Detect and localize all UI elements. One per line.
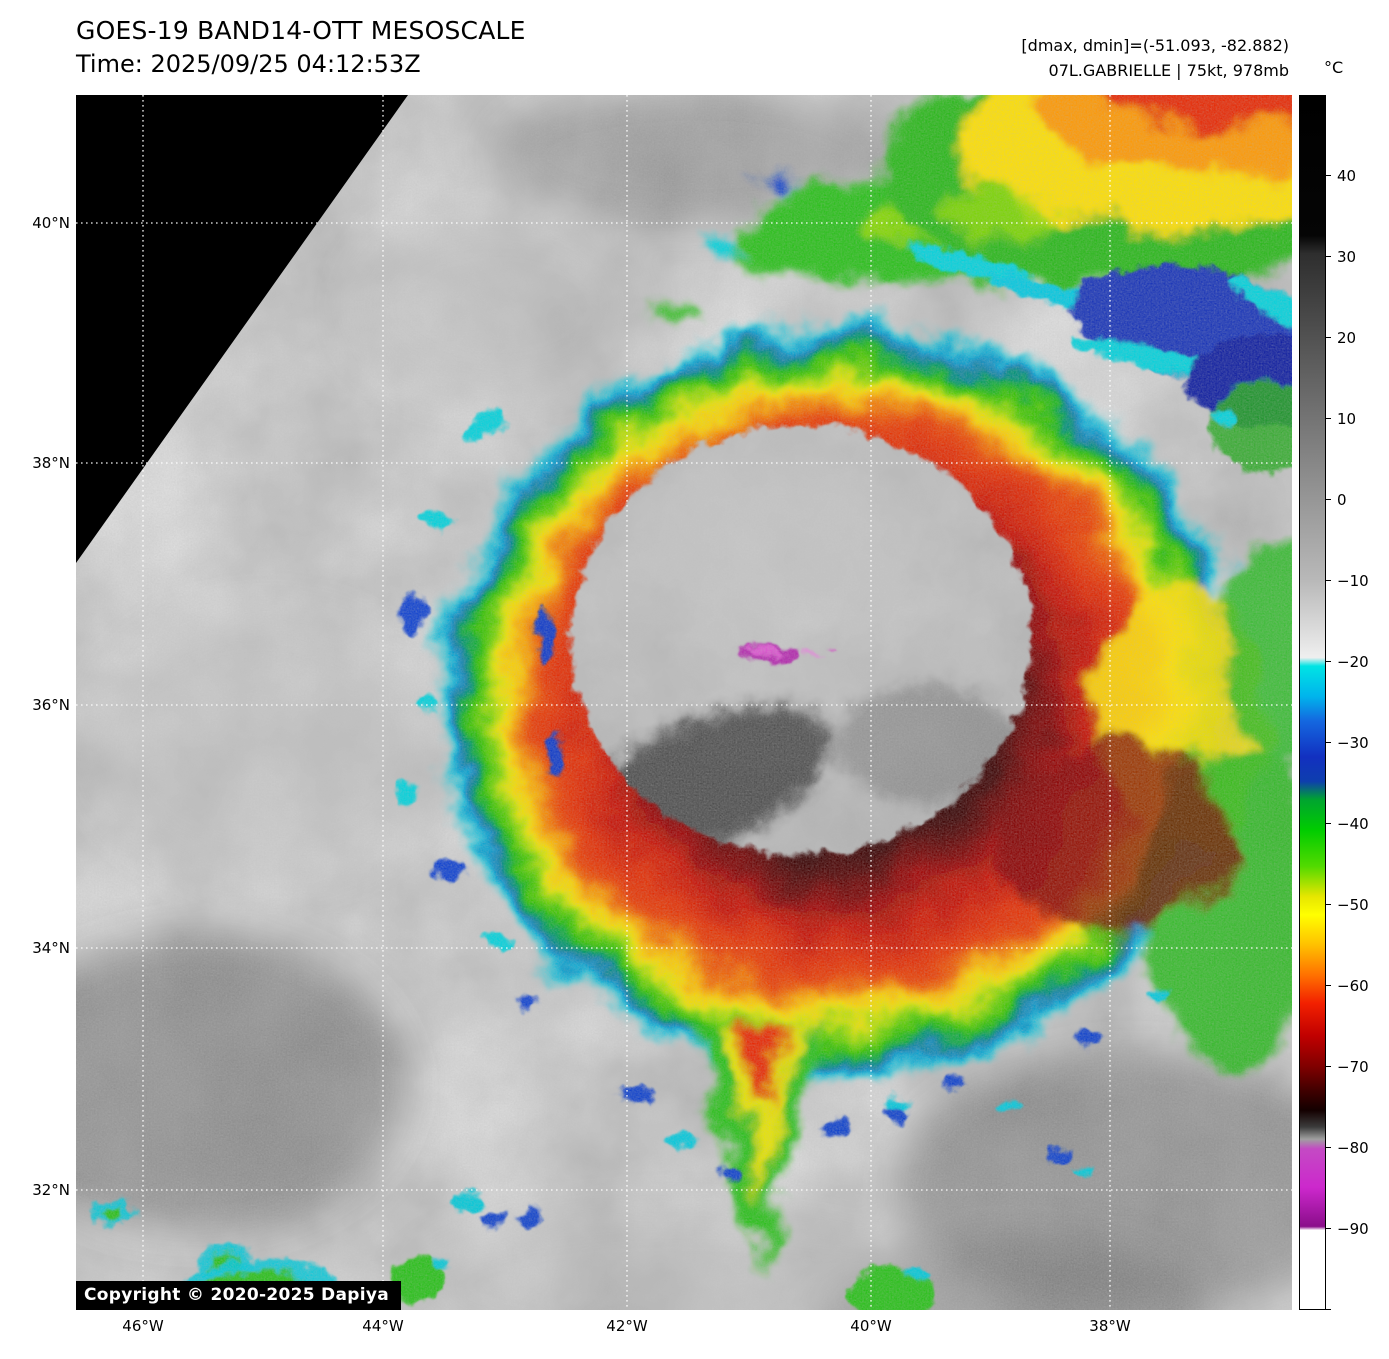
storm-info: 07L.GABRIELLE | 75kt, 978mb [1048,61,1289,80]
colorbar-tick-label: −50 [1337,896,1369,914]
scan-edge-black-corner [76,95,408,563]
colorbar-tick-label: 30 [1337,248,1357,266]
colorbar-tick-label: −80 [1337,1139,1369,1157]
colorbar-tickmarks [1326,95,1331,1310]
satellite-map: Copyright © 2020-2025 Dapiya [76,95,1292,1310]
product-time: Time: 2025/09/25 04:12:53Z [76,50,421,78]
colorbar-tick-label: −20 [1337,653,1369,671]
colorbar-tick-label: −70 [1337,1058,1369,1076]
satellite-image [76,95,1292,1310]
lon-label: 38°W [1089,1317,1131,1335]
colorbar-tick-label: −40 [1337,815,1369,833]
lat-label: 36°N [32,696,70,714]
colorbar-unit-label: °C [1324,58,1344,77]
colorbar-tick-label: −90 [1337,1220,1369,1238]
header-left: GOES-19 BAND14-OTT MESOSCALE Time: 2025/… [76,16,526,78]
image-grain [76,95,1292,1310]
lat-label: 34°N [32,939,70,957]
colorbar-tick-label: 40 [1337,167,1357,185]
lat-label: 32°N [32,1181,70,1199]
lat-label: 38°N [32,454,70,472]
colorbar-tick-label: 0 [1337,491,1347,509]
lon-label: 44°W [362,1317,404,1335]
copyright-label: Copyright © 2020-2025 Dapiya [76,1281,401,1310]
lon-label: 42°W [606,1317,648,1335]
colorbar-tick-label: 10 [1337,410,1357,428]
colorbar-gradient [1300,96,1325,1309]
lon-label: 40°W [850,1317,892,1335]
product-title: GOES-19 BAND14-OTT MESOSCALE [76,16,526,45]
lat-label: 40°N [32,214,70,232]
dmax-dmin-readout: [dmax, dmin]=(-51.093, -82.882) [1021,36,1289,55]
colorbar-tick-label: −10 [1337,572,1369,590]
colorbar-tick-label: −60 [1337,977,1369,995]
colorbar-tick-label: 20 [1337,329,1357,347]
colorbar-tick-label: −30 [1337,734,1369,752]
colorbar [1299,95,1326,1310]
lon-label: 46°W [122,1317,164,1335]
header-right: [dmax, dmin]=(-51.093, -82.882) 07L.GABR… [1021,33,1289,83]
